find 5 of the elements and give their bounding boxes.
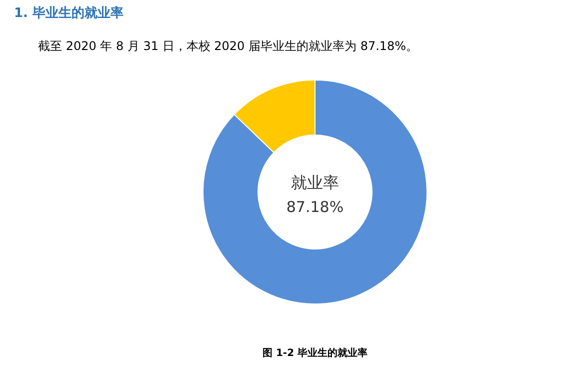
caption: 图 1-2 毕业生的就业率: [262, 347, 368, 359]
chart-subtitle: 截至 2020 年 8 月 31 日，本校 2020 届毕业生的就业率为 87.18%。: [38, 39, 418, 53]
text: 87.18%: [286, 198, 344, 216]
text: 1. 毕业生的就业率: [14, 5, 124, 21]
text: 就业率: [291, 173, 339, 192]
